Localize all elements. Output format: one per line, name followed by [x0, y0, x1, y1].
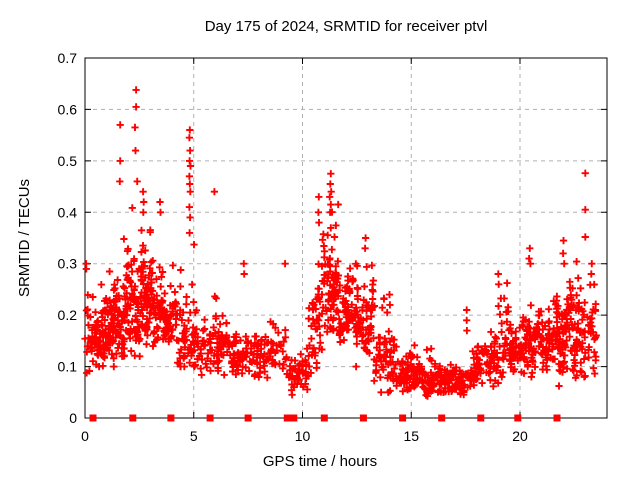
gridlines — [85, 58, 607, 418]
y-tick-label: 0.6 — [58, 101, 78, 117]
x-tick-label: 5 — [190, 428, 198, 444]
x-tick-label: 15 — [403, 428, 419, 444]
tick-labels: 0 5 10 15 20 0 0.1 0.2 0.3 0.4 0.5 0.6 0.7 — [58, 50, 528, 444]
y-tick-label: 0.5 — [58, 153, 78, 169]
plot-border — [84, 57, 608, 419]
y-tick-label: 0.7 — [58, 50, 78, 66]
chart-title: Day 175 of 2024, SRMTID for receiver ptv… — [205, 18, 488, 35]
x-axis-label: GPS time / hours — [263, 453, 377, 470]
y-tick-label: 0.4 — [58, 204, 78, 220]
x-tick-label: 20 — [512, 428, 528, 444]
baseline-squares — [89, 414, 561, 422]
y-tick-label: 0.3 — [58, 256, 78, 272]
x-tick-label: 10 — [295, 428, 311, 444]
y-axis-label: SRMTID / TECUs — [16, 179, 33, 297]
data-points — [81, 86, 600, 400]
y-tick-label: 0.1 — [58, 359, 78, 375]
x-tick-label: 0 — [81, 428, 89, 444]
y-tick-label: 0.2 — [58, 307, 78, 323]
y-tick-label: 0 — [69, 410, 77, 426]
